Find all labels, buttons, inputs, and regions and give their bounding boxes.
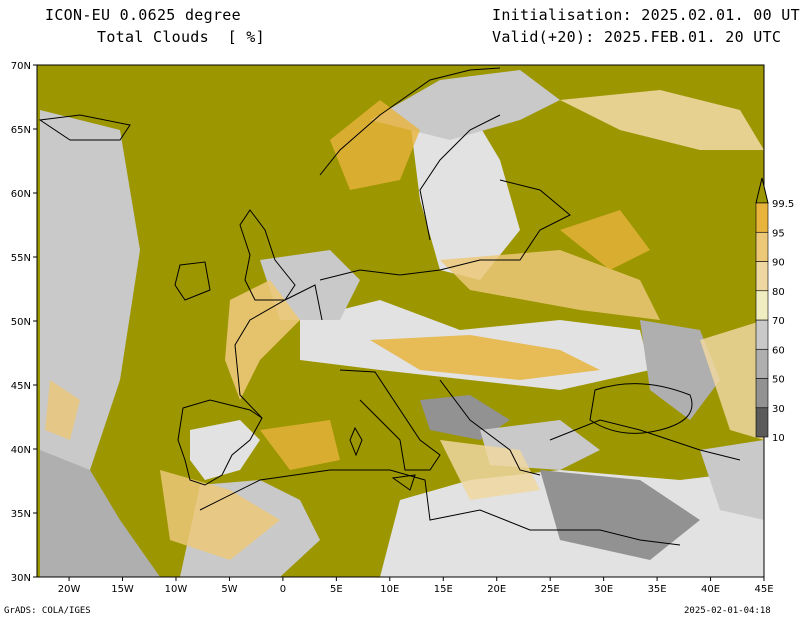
north-sea-coastline [319,269,441,281]
colorbar-label: 10 [772,433,785,444]
partial-cloud-area [40,450,160,577]
lat-tick-label: 40N [11,445,31,456]
balkan-coastline [439,379,541,476]
lon-tick-label: 20W [58,584,81,595]
lat-tick-label: 70N [11,61,31,72]
lon-tick-label: 30E [594,584,613,595]
high-cloud-band [225,280,300,400]
lon-tick-label: 10E [380,584,399,595]
coastlines [38,67,741,546]
colorbar-segment [755,378,769,409]
lon-tick-label: 10W [165,584,188,595]
high-cloud-band [560,210,650,270]
colorbar-label: 70 [772,316,785,327]
baltic-coastline [439,179,571,271]
britain-coastline [239,209,296,301]
colorbar-segment [755,261,769,292]
turkey-coastline [549,419,741,461]
colorbar-segment [755,407,769,438]
lon-tick-label: 40E [701,584,720,595]
lat-tick-label: 45N [11,381,31,392]
lat-tick-label: 55N [11,253,31,264]
lon-tick-label: 5W [221,584,237,595]
colorbar-label: 90 [772,258,785,269]
valid-time: Valid(+20): 2025.FEB.01. 20 UTC [492,28,782,46]
partial-cloud-area [420,395,510,440]
model-title: ICON-EU 0.0625 degree [45,6,241,24]
high-cloud-band [370,335,600,380]
high-cloud-band [440,250,660,320]
high-cloud-band [440,440,540,500]
initialisation-time: Initialisation: 2025.02.01. 00 UTC [492,6,800,24]
lon-tick-label: 15E [434,584,453,595]
lon-tick-label: 45E [754,584,773,595]
colorbar-segment [755,348,769,379]
colorbar-label: 99.5 [772,199,794,210]
sicily-coastline [391,474,416,491]
lat-tick-label: 50N [11,317,31,328]
france-coastline [234,284,323,419]
footer-timestamp: 2025-02-01-04:18 [684,606,771,616]
colorbar-segment [755,231,769,262]
ireland-coastline [174,261,211,301]
lat-tick-label: 35N [11,509,31,520]
partial-cloud-area [540,470,700,560]
lat-tick-label: 60N [11,189,31,200]
clear-area [190,420,260,480]
clear-area [410,110,520,280]
north-africa-coastline [199,469,681,546]
lon-tick-label: 20E [487,584,506,595]
high-cloud-band [700,320,764,440]
lat-tick-label: 30N [11,573,31,584]
iberia-coastline [177,399,263,486]
high-cloud-band [560,90,764,150]
lat-tick-label: 65N [11,125,31,136]
high-cloud-band [260,420,340,470]
lon-tick-label: 25E [541,584,560,595]
axis-ticks: 20W 15W 10W 5W 0 5E 10E 15E 20E 25E 30E 35E 40E 45E 30… [11,61,774,595]
footer-credit: GrADS: COLA/IGES [4,606,91,616]
colorbar-label: 80 [772,287,785,298]
colorbar-label: 95 [772,228,785,239]
colorbar-label: 50 [772,375,785,386]
italy-coastline [339,369,441,471]
norway-coastline [319,67,501,176]
colorbar-segment [755,202,769,233]
iceland-coastline [38,114,131,141]
cloud-field [37,65,764,577]
sardinia-coastline [349,426,363,457]
lon-tick-label: 0 [280,584,286,595]
colorbar: 10 30 50 60 70 80 90 95 99.5 [755,177,794,444]
black-sea-coastline [589,383,693,434]
colorbar-segment [755,290,769,321]
colorbar-label: 30 [772,404,785,415]
partial-cloud-area [700,440,764,520]
partial-cloud-area [640,320,720,420]
lon-tick-label: 15W [111,584,134,595]
high-cloud-band [160,470,280,560]
variable-title: Total Clouds [ %] [97,28,265,46]
high-cloud-band [45,380,80,440]
colorbar-label: 60 [772,345,785,356]
lon-tick-label: 5E [330,584,343,595]
lon-tick-label: 35E [648,584,667,595]
partial-cloud-area [370,70,560,140]
high-cloud-band [330,100,420,190]
sweden-coastline [419,114,501,241]
colorbar-segment [755,319,769,350]
